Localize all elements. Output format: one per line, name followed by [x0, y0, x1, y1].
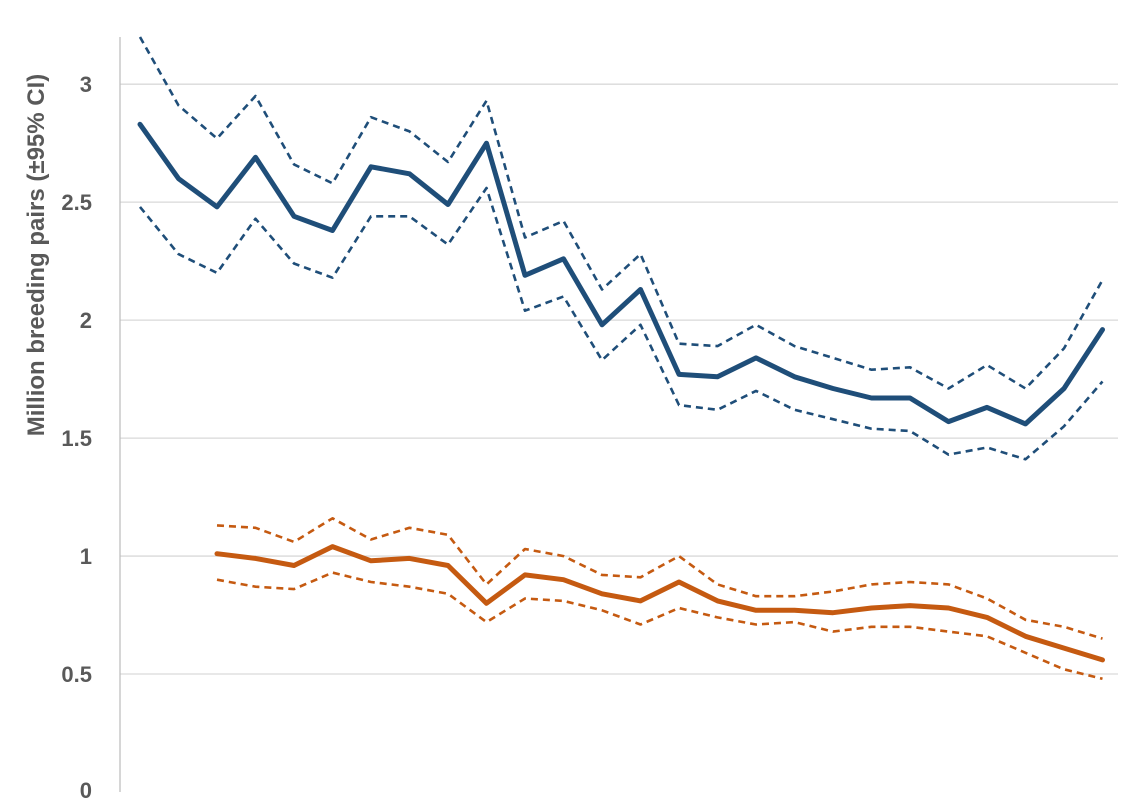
y-tick-label: 0 [80, 778, 92, 800]
series-lines [137, 36, 1105, 681]
orange-ci-line [216, 571, 1103, 681]
y-tick-label: 3 [80, 72, 92, 97]
y-tick-label: 1 [80, 544, 92, 569]
gridlines [120, 83, 1118, 675]
orange-ci-line [216, 517, 1103, 640]
y-axis-label: Million breeding pairs (±95% CI) [23, 74, 50, 437]
y-tick-label: 2 [80, 308, 92, 333]
orange-series-line [214, 544, 1105, 663]
y-tick-label: 2.5 [61, 190, 92, 215]
blue-ci-line [138, 36, 1104, 390]
y-tick-labels: 0 0.5 1 1.5 2 2.5 3 [61, 72, 92, 800]
blue-series-line [137, 121, 1105, 427]
y-tick-label: 0.5 [61, 662, 92, 687]
y-tick-label: 1.5 [61, 426, 92, 451]
